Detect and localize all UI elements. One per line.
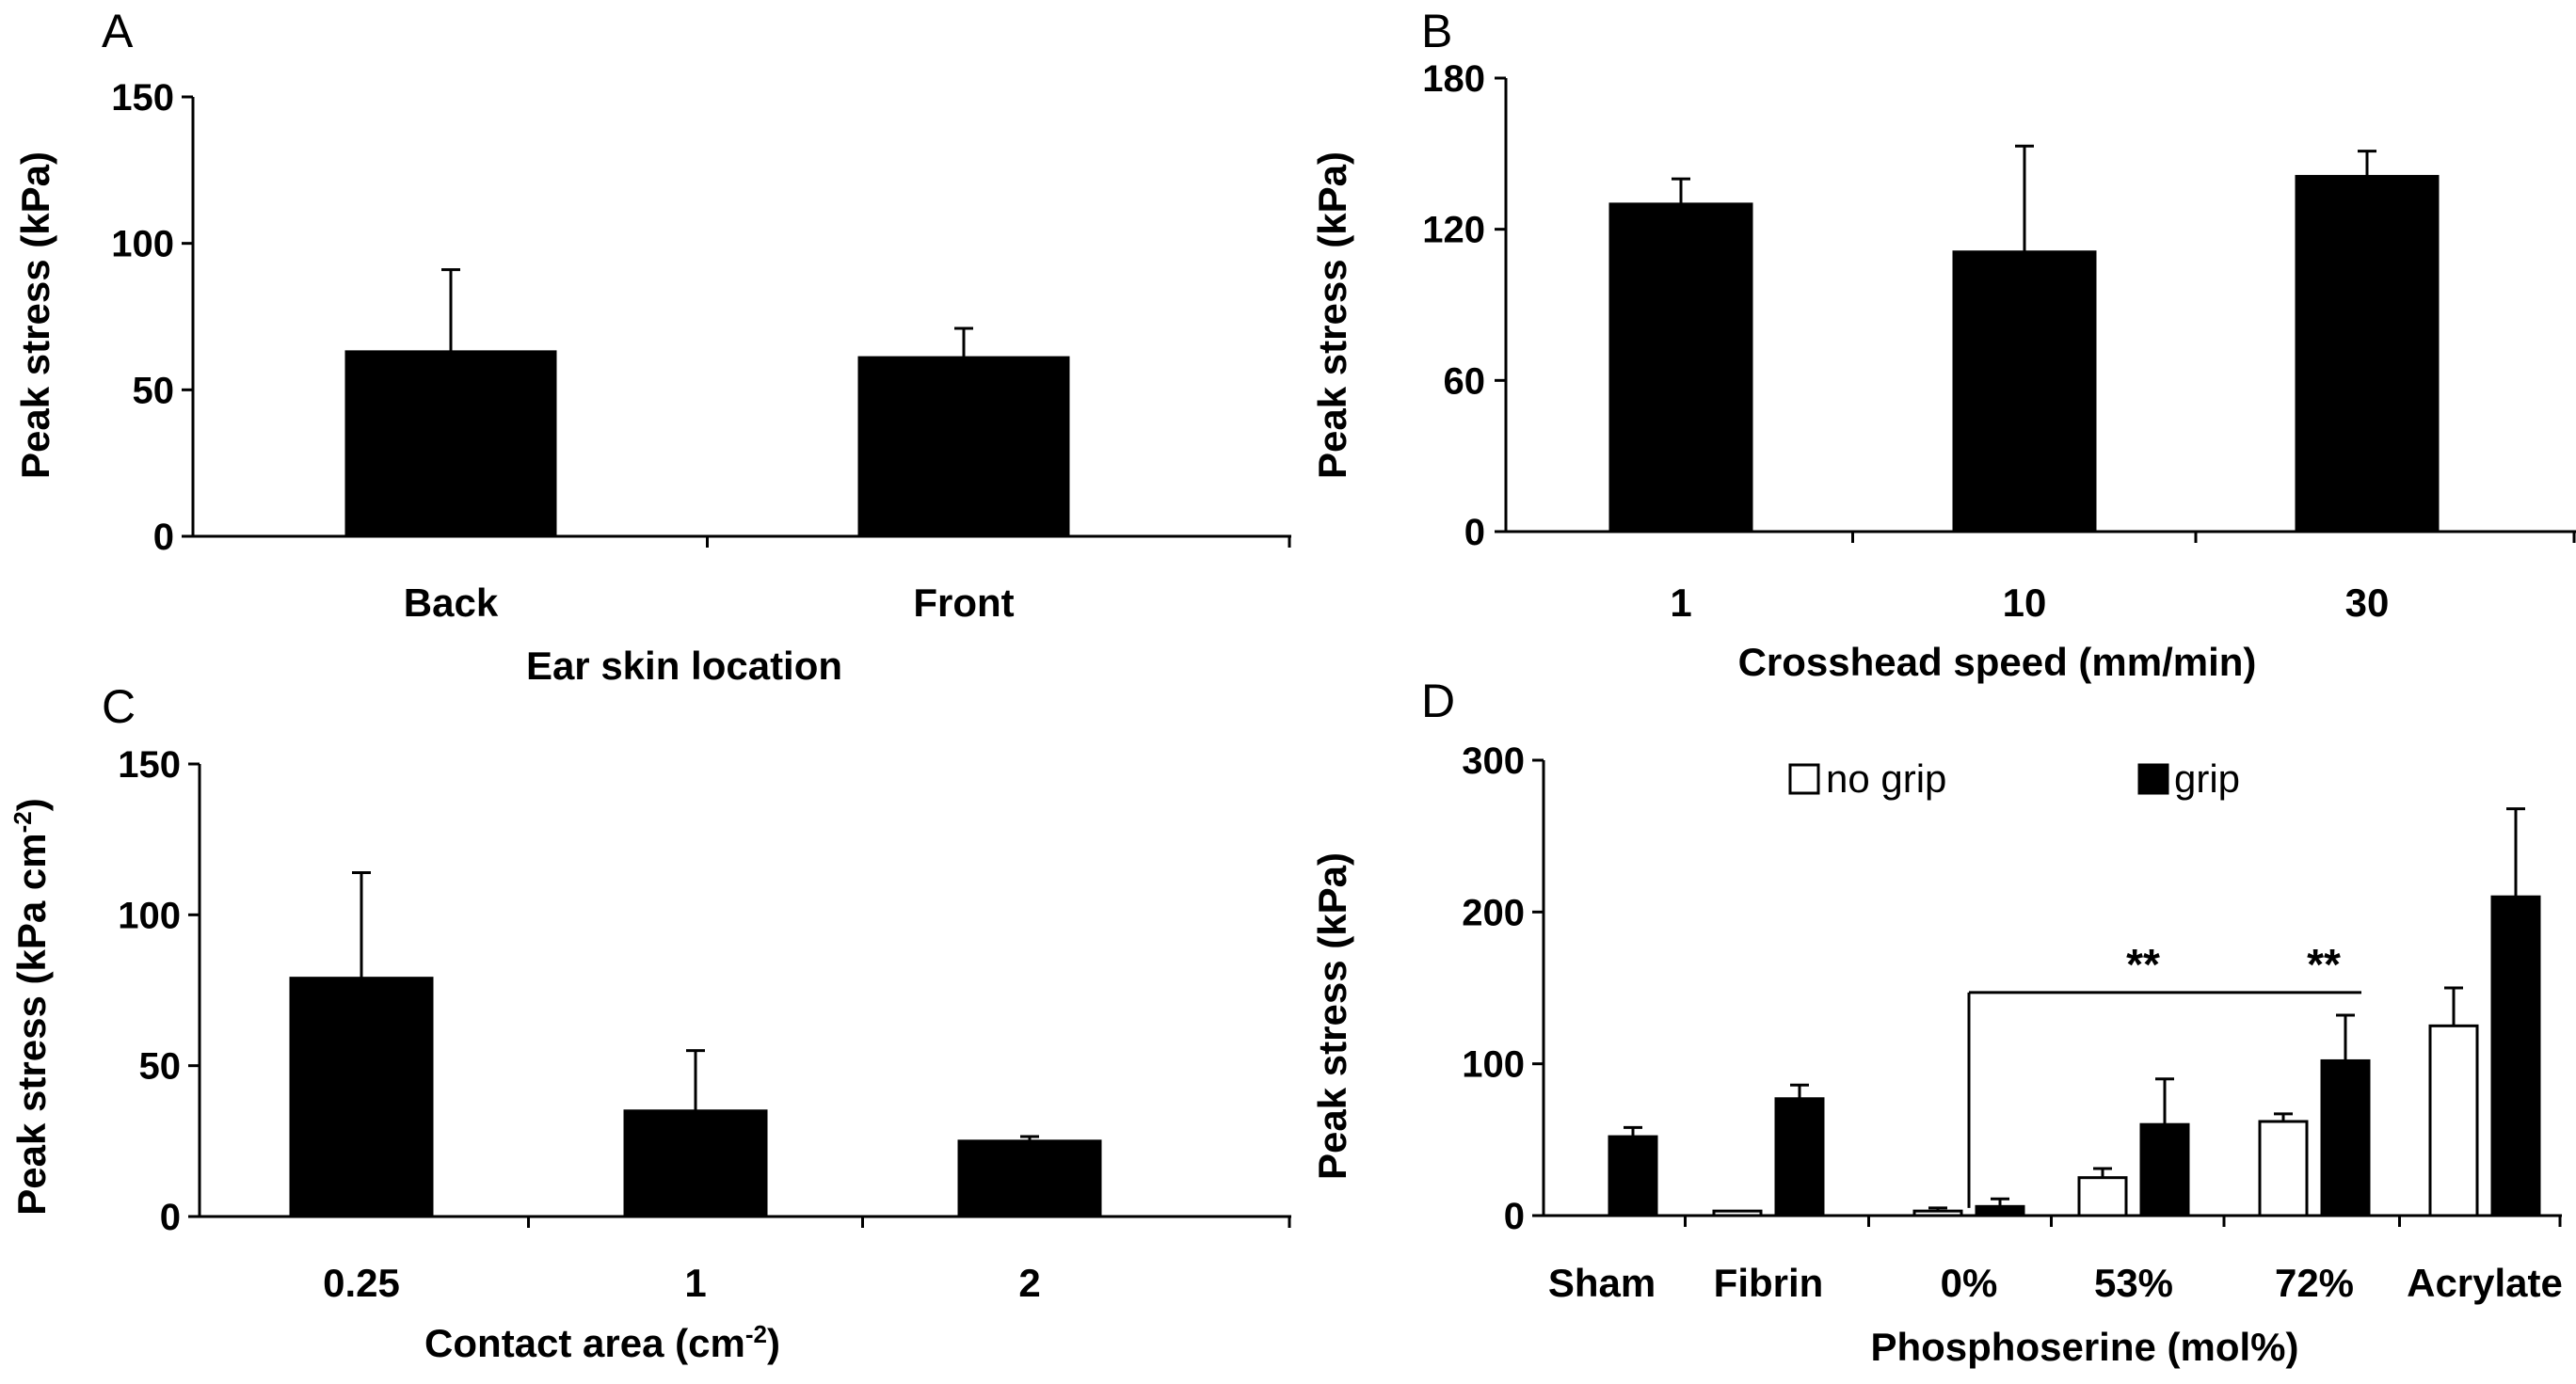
panel-d-y-tick-label: 100 — [1462, 1044, 1525, 1086]
panel-c-x-axis-title-sup: -2 — [745, 1320, 767, 1348]
panel-a-x-axis-title: Ear skin location — [526, 644, 842, 688]
panel-b-chart: B Peak stress (kPa) Crosshead speed (mm/… — [1310, 5, 2576, 684]
panel-c-label: C — [102, 680, 136, 733]
panel-a-y-tick-label: 100 — [111, 224, 174, 265]
panel-d-significance-label: ** — [2126, 940, 2160, 989]
panel-d-y-tick-label: 300 — [1462, 740, 1525, 782]
panel-a-chart: A Peak stress (kPa) Ear skin location 0 5… — [13, 5, 1291, 688]
panel-d-bar-grip — [1608, 1135, 1658, 1217]
panel-d-bar-grip — [2490, 895, 2541, 1217]
panel-d-y-tick-label: 0 — [1504, 1196, 1525, 1237]
panel-c-y-tick-label: 0 — [160, 1197, 181, 1238]
panel-c-y-axis-title-main: Peak stress (kPa cm — [9, 833, 54, 1215]
panel-a-category-label: Front — [913, 581, 1014, 625]
panel-d-category-label: Fibrin — [1714, 1261, 1824, 1305]
panel-c-y-axis-title-end: ) — [9, 798, 54, 811]
panel-a-y-tick-label: 50 — [133, 370, 175, 411]
panel-b-label: B — [1421, 5, 1452, 57]
panel-d-bar-no-grip — [1712, 1209, 1763, 1217]
panel-b-y-axis-title: Peak stress (kPa) — [1310, 151, 1354, 479]
panel-c-x-axis-title: Contact area (cm-2) — [424, 1320, 780, 1365]
panel-b-category-label: 1 — [1670, 581, 1691, 625]
panel-b-y-tick-label: 0 — [1464, 512, 1485, 553]
panel-d-bar-grip — [2139, 1122, 2190, 1217]
panel-b-bar — [1608, 202, 1753, 533]
panel-a-bar — [857, 356, 1070, 538]
panel-a-label: A — [102, 5, 134, 57]
panel-d-bar-no-grip — [2258, 1120, 2309, 1217]
panel-a-y-tick-label: 150 — [111, 77, 174, 119]
panel-d-category-label: 72% — [2275, 1261, 2354, 1305]
panel-d-y-tick-label: 200 — [1462, 892, 1525, 933]
legend-grip-swatch — [2137, 763, 2169, 795]
panel-d-category-label: 53% — [2094, 1261, 2173, 1305]
panel-a-y-axis-title: Peak stress (kPa) — [13, 151, 57, 479]
panel-c-category-label: 2 — [1018, 1261, 1040, 1305]
panel-d-bar-grip — [2320, 1058, 2371, 1217]
panel-d-category-label: Sham — [1548, 1261, 1656, 1305]
panel-a-category-label: Back — [404, 581, 499, 625]
panel-d-bar-no-grip — [2428, 1024, 2479, 1217]
panel-c-x-axis-title-end: ) — [767, 1321, 780, 1365]
panel-b-bar — [2295, 174, 2440, 533]
panel-c-y-axis-title: Peak stress (kPa cm-2) — [8, 798, 54, 1215]
legend-grip-label: grip — [2174, 756, 2240, 801]
panel-b-x-axis-title: Crosshead speed (mm/min) — [1738, 640, 2257, 684]
legend-no-grip-swatch — [1788, 763, 1820, 795]
panel-c-bar — [289, 977, 434, 1218]
panel-d-bar-grip — [1774, 1097, 1825, 1217]
panel-b-y-tick-label: 120 — [1422, 210, 1485, 251]
panel-c-y-axis-title-sup: -2 — [8, 811, 37, 833]
panel-a-y-tick-label: 0 — [153, 517, 174, 558]
panel-b-y-tick-label: 60 — [1444, 360, 1486, 402]
panel-d-category-label: 0% — [1941, 1261, 1998, 1305]
panel-c-category-label: 0.25 — [323, 1261, 400, 1305]
panel-c-y-tick-label: 100 — [118, 895, 181, 936]
panel-a-bar — [344, 350, 557, 538]
legend-no-grip-label: no grip — [1826, 756, 1946, 801]
panel-c-y-tick-label: 150 — [118, 744, 181, 786]
panel-c-bar — [623, 1109, 768, 1218]
panel-d-bar-no-grip — [1912, 1209, 1963, 1217]
panel-d-category-label: Acrylate — [2407, 1261, 2563, 1305]
panel-d-chart: D Peak stress (kPa) Phosphoserine (mol%)… — [1310, 675, 2563, 1369]
panel-b-category-label: 10 — [2003, 581, 2047, 625]
panel-c-chart: C Peak stress (kPa cm-2) Contact area (c… — [8, 680, 1291, 1365]
panel-c-x-axis-title-main: Contact area (cm — [424, 1321, 745, 1365]
panel-c-y-tick-label: 50 — [139, 1046, 182, 1088]
panel-b-category-label: 30 — [2345, 581, 2390, 625]
panel-d-x-axis-title: Phosphoserine (mol%) — [1870, 1325, 2298, 1369]
panel-b-y-tick-label: 180 — [1422, 58, 1485, 100]
panel-d-bar-no-grip — [2077, 1176, 2128, 1217]
panel-c-bar — [957, 1139, 1102, 1218]
panel-c-category-label: 1 — [684, 1261, 706, 1305]
panel-d-bar-grip — [1975, 1204, 2025, 1217]
panel-b-bar — [1952, 250, 2097, 533]
panel-d-y-axis-title: Peak stress (kPa) — [1310, 852, 1354, 1180]
panel-d-significance-label: ** — [2307, 940, 2341, 989]
panel-d-label: D — [1421, 675, 1455, 727]
